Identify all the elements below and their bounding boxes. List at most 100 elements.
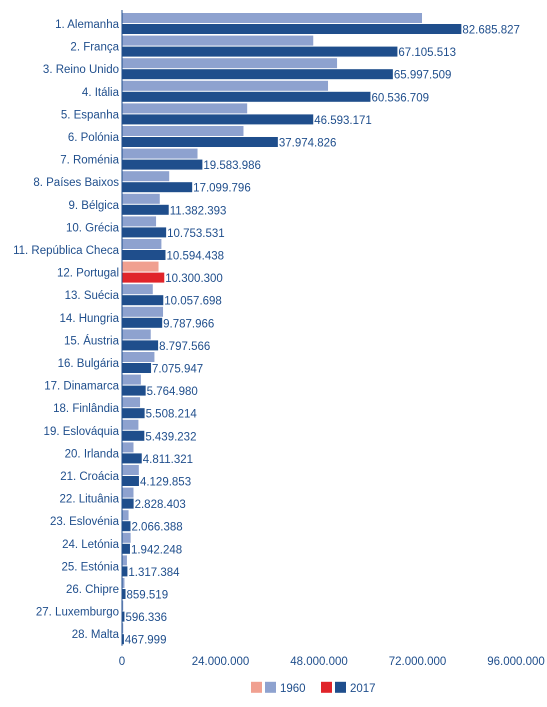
- bar-1960: [122, 80, 329, 91]
- bar-2017: [122, 46, 398, 57]
- bar-2017: [122, 204, 169, 215]
- bar-2017: [122, 137, 278, 147]
- bar-1960: [122, 239, 162, 249]
- bar-1960: [122, 216, 157, 227]
- bar-1960: [122, 13, 423, 23]
- x-tick-label: 96.000.000: [487, 656, 545, 668]
- bar-2017: [122, 182, 193, 193]
- bar-2017: [122, 408, 145, 419]
- x-tick-label: 72.000.000: [389, 656, 447, 668]
- bar-2017: [122, 363, 152, 373]
- bar-1960: [122, 374, 141, 385]
- bar-2017: [122, 521, 131, 532]
- bar-2017: [122, 24, 462, 34]
- bar-1960: [122, 419, 139, 430]
- bar-1960: [122, 193, 160, 204]
- bar-1960: [122, 578, 125, 588]
- category-label: 21. Croácia: [60, 471, 119, 483]
- category-label: 4. Itália: [82, 87, 120, 99]
- legend-swatch: [321, 681, 332, 693]
- value-label: 11.382.393: [170, 205, 227, 217]
- value-label: 1.317.384: [128, 567, 180, 579]
- value-label: 467.999: [125, 635, 167, 647]
- category-label: 25. Estónia: [61, 561, 119, 573]
- value-label: 19.583.986: [203, 160, 261, 172]
- x-tick-label: 0: [119, 656, 125, 668]
- x-tick-label: 48.000.000: [290, 656, 348, 668]
- bar-1960: [122, 261, 159, 272]
- category-label: 11. República Checa: [13, 245, 120, 257]
- category-label: 23. Eslovénia: [50, 516, 120, 528]
- value-label: 7.075.947: [152, 364, 203, 376]
- category-label: 27. Luxemburgo: [36, 607, 119, 619]
- bar-1960: [122, 35, 314, 46]
- bar-2017: [122, 227, 167, 238]
- bar-1960: [122, 329, 151, 340]
- category-label: 13. Suécia: [65, 290, 120, 302]
- bar-2017: [122, 250, 166, 260]
- category-label: 14. Hungria: [60, 313, 120, 325]
- bar-1960: [122, 306, 164, 317]
- legend-swatch: [335, 681, 346, 693]
- bar-2017: [122, 634, 124, 645]
- bar-1960: [122, 442, 134, 453]
- value-label: 5.508.214: [146, 409, 198, 421]
- category-label: 7. Roménia: [60, 155, 119, 167]
- bar-2017: [122, 69, 393, 80]
- bar-1960: [122, 352, 155, 362]
- bar-1960: [122, 532, 131, 543]
- value-label: 65.997.509: [394, 70, 452, 82]
- value-label: 2.828.403: [135, 499, 186, 511]
- legend-label: 2017: [350, 683, 376, 695]
- value-labels: 82.685.827 67.105.513 65.997.509 60.536.709…: [125, 25, 520, 647]
- bar-1960: [122, 148, 198, 159]
- value-label: 4.811.321: [143, 454, 193, 466]
- bar-2017: [122, 295, 164, 306]
- bar-1960: [122, 58, 338, 69]
- category-label: 24. Letónia: [62, 539, 120, 551]
- bar-2017: [122, 430, 145, 441]
- bar-2017: [122, 589, 126, 599]
- bar-2017: [122, 340, 159, 351]
- bar-2017: [122, 453, 142, 464]
- category-label: 9. Bélgica: [68, 200, 119, 212]
- category-label: 2. França: [70, 42, 119, 54]
- value-label: 37.974.826: [279, 138, 337, 150]
- category-label: 18. Finlândia: [53, 403, 119, 415]
- value-label: 4.129.853: [140, 477, 191, 489]
- category-label: 10. Grécia: [66, 222, 120, 234]
- category-label: 12. Portugal: [57, 268, 119, 280]
- category-label: 8. Países Baixos: [33, 177, 119, 189]
- value-label: 10.057.698: [164, 296, 222, 308]
- value-label: 5.764.980: [147, 386, 198, 398]
- legend-swatch: [265, 681, 276, 693]
- legend: 1960 2017: [251, 681, 376, 695]
- category-label: 28. Malta: [72, 629, 120, 641]
- value-label: 596.336: [125, 612, 167, 624]
- legend-swatch: [251, 681, 262, 693]
- bar-1960: [122, 600, 124, 611]
- value-label: 859.519: [127, 590, 169, 602]
- category-label: 19. Eslováquia: [44, 426, 120, 438]
- value-label: 10.753.531: [167, 228, 225, 240]
- category-label: 15. Áustria: [64, 334, 120, 347]
- bar-1960: [122, 284, 153, 295]
- bar-2017: [122, 543, 130, 554]
- value-label: 8.797.566: [159, 341, 210, 353]
- category-label: 26. Chipre: [66, 584, 119, 596]
- value-label: 60.536.709: [371, 92, 429, 104]
- category-label: 22. Lituânia: [60, 494, 120, 506]
- category-label: 5. Espanha: [61, 109, 120, 121]
- bar-1960: [122, 126, 244, 136]
- value-label: 82.685.827: [462, 25, 520, 37]
- category-label: 6. Polónia: [68, 132, 120, 144]
- bar-2017: [122, 91, 371, 102]
- bar-2017: [122, 272, 165, 283]
- bar-1960: [122, 623, 124, 634]
- value-label: 10.594.438: [166, 251, 224, 263]
- value-label: 46.593.171: [314, 115, 372, 127]
- bar-1960: [122, 103, 248, 114]
- category-label: 1. Alemanha: [55, 19, 120, 31]
- value-label: 67.105.513: [398, 47, 456, 59]
- category-label: 3. Reino Unido: [43, 64, 119, 76]
